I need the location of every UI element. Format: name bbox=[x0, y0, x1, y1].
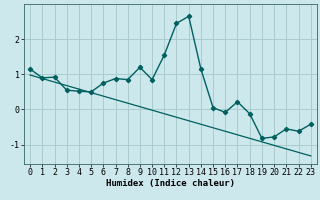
X-axis label: Humidex (Indice chaleur): Humidex (Indice chaleur) bbox=[106, 179, 235, 188]
